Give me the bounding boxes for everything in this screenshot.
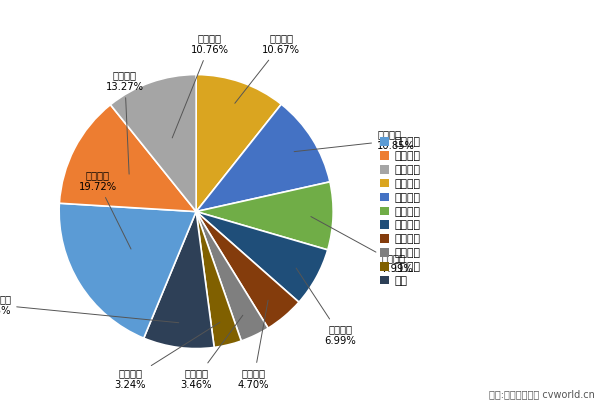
Text: 云内动力
13.27%: 云内动力 13.27% (106, 71, 144, 174)
Wedge shape (196, 212, 268, 341)
Text: 江淮汽车
3.24%: 江淮汽车 3.24% (115, 322, 220, 390)
Text: 上汽动力
3.46%: 上汽动力 3.46% (180, 315, 243, 390)
Wedge shape (196, 182, 333, 250)
Text: 一汽解放
10.67%: 一汽解放 10.67% (235, 33, 300, 103)
Wedge shape (196, 104, 330, 212)
Text: 安徽全柴
10.85%: 安徽全柴 10.85% (294, 129, 415, 152)
Text: 玉柴集团
19.72%: 玉柴集团 19.72% (78, 170, 131, 249)
Text: 江铃汽车
6.99%: 江铃汽车 6.99% (296, 268, 356, 346)
Wedge shape (59, 203, 196, 338)
Text: 长城汽车
4.70%: 长城汽车 4.70% (238, 300, 270, 390)
Wedge shape (196, 212, 299, 328)
Wedge shape (196, 75, 281, 212)
Text: 东风股份
7.99%: 东风股份 7.99% (311, 216, 413, 274)
Wedge shape (196, 212, 328, 302)
Wedge shape (59, 105, 196, 212)
Text: 其他
8.35%: 其他 8.35% (0, 294, 179, 323)
Wedge shape (110, 75, 196, 212)
Legend: 玉柴集团, 云内动力, 福田汽车, 一汽解放, 安徽全柴, 东风股份, 江铃汽车, 长城汽车, 上汽动力, 江淮汽车, 其他: 玉柴集团, 云内动力, 福田汽车, 一汽解放, 安徽全柴, 东风股份, 江铃汽车… (379, 137, 421, 286)
Text: 制图:第一商用车网 cvworld.cn: 制图:第一商用车网 cvworld.cn (489, 389, 595, 399)
Text: 福田汽车
10.76%: 福田汽车 10.76% (172, 33, 229, 138)
Wedge shape (143, 212, 214, 349)
Wedge shape (196, 212, 242, 347)
